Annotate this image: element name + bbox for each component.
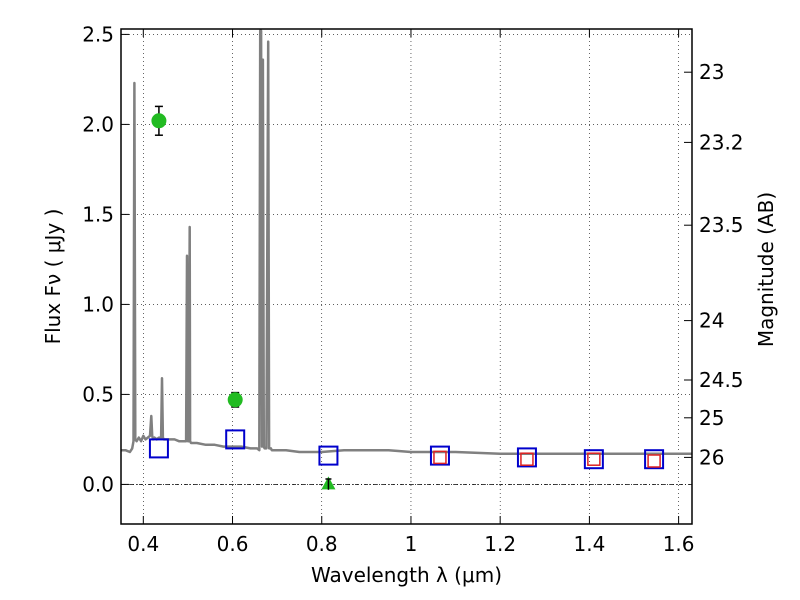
x-tick-label: 0.6 (217, 532, 249, 556)
y-tick-label: 0.5 (82, 382, 114, 406)
observed-flux-point (227, 392, 243, 408)
x-tick-label: 1 (405, 532, 418, 556)
y2-tick-label: 24 (699, 309, 724, 333)
plot-content (121, 29, 692, 490)
model-photometry-nir-square (433, 450, 447, 465)
observed-flux-point (151, 113, 167, 129)
y2-tick-label: 23 (699, 60, 724, 84)
ticks: 0.4 0.6 0.8 1 1.2 1.4 1.6 0.0 0.5 1.0 1.5 2.0 2.5 23 2… (82, 22, 743, 556)
x-tick-label: 1.6 (663, 532, 695, 556)
model-photometry-square (644, 449, 665, 470)
model-photometry-square (429, 445, 450, 466)
model-photometry-nir-square (587, 452, 601, 466)
model-photometry-square (225, 429, 246, 450)
x-tick-label: 0.8 (306, 532, 338, 556)
x-axis-title: Wavelength λ (μm) (311, 563, 502, 587)
y-tick-label: 1.5 (82, 202, 114, 226)
x-tick-label: 1.4 (573, 532, 605, 556)
x-tick-label: 1.2 (484, 532, 516, 556)
model-photometry-nir-square (647, 454, 661, 468)
y2-tick-label: 23.5 (699, 213, 744, 237)
model-photometry-square (516, 447, 537, 468)
y2-tick-label: 23.2 (699, 130, 744, 154)
grid (121, 29, 692, 524)
y2-tick-label: 24.5 (699, 368, 744, 392)
y2-tick-label: 26 (699, 445, 724, 469)
sed-model-line (121, 29, 692, 456)
model-photometry-nir-square (520, 452, 534, 466)
y2-axis-title: Magnitude (AB) (754, 192, 778, 347)
y2-tick-label: 25 (699, 406, 724, 430)
y-tick-label: 2.0 (82, 112, 114, 136)
x-tick-label: 0.4 (127, 532, 159, 556)
plot-frame (120, 28, 693, 525)
y-axis-title: Flux Fν ( μJy ) (41, 209, 65, 345)
y-tick-label: 0.0 (82, 472, 114, 496)
model-photometry-square (148, 438, 169, 459)
y-tick-label: 2.5 (82, 22, 114, 46)
y-tick-label: 1.0 (82, 292, 114, 316)
model-photometry-square (583, 449, 604, 470)
plot-area (121, 29, 692, 490)
model-photometry-square (318, 445, 339, 466)
